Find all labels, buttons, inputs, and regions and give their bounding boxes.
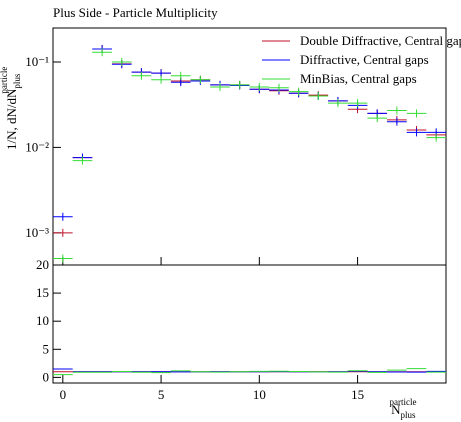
- y-tick-label: 10⁻¹: [25, 54, 49, 69]
- y-tick-label: 10⁻³: [25, 225, 49, 240]
- y-label-sup: particle: [0, 67, 9, 94]
- y-tick-label: 10⁻²: [25, 139, 49, 154]
- x-label-sup: particle: [390, 397, 417, 407]
- legend-label: Diffractive, Central gaps: [300, 52, 429, 67]
- y-axis-label: 1/N, dN/dNplusparticle: [0, 67, 22, 150]
- x-label-base: N: [391, 402, 401, 417]
- x-tick-label: 5: [158, 387, 165, 402]
- x-axis-label: Nplus particle: [390, 397, 417, 420]
- ratio-y-tick-label: 5: [43, 341, 50, 356]
- ratio-y-tick-label: 0: [43, 369, 50, 384]
- x-tick-label: 10: [253, 387, 266, 402]
- y-label-base: 1/N, dN/dN: [4, 88, 19, 150]
- x-tick-label: 0: [60, 387, 67, 402]
- x-label-sub: plus: [400, 410, 416, 420]
- legend-label: Double Diffractive, Central gaps: [300, 33, 461, 48]
- x-tick-label: 15: [351, 387, 364, 402]
- ratio-y-tick-label: 10: [36, 313, 49, 328]
- legend-label: MinBias, Central gaps: [300, 71, 417, 86]
- ratio-y-tick-label: 15: [36, 285, 49, 300]
- ratio-y-tick-label: 20: [36, 257, 49, 272]
- y-label-sub: plus: [12, 73, 22, 89]
- ratio-frame: [52, 264, 447, 384]
- chart-title: Plus Side - Particle Multiplicity: [53, 5, 218, 20]
